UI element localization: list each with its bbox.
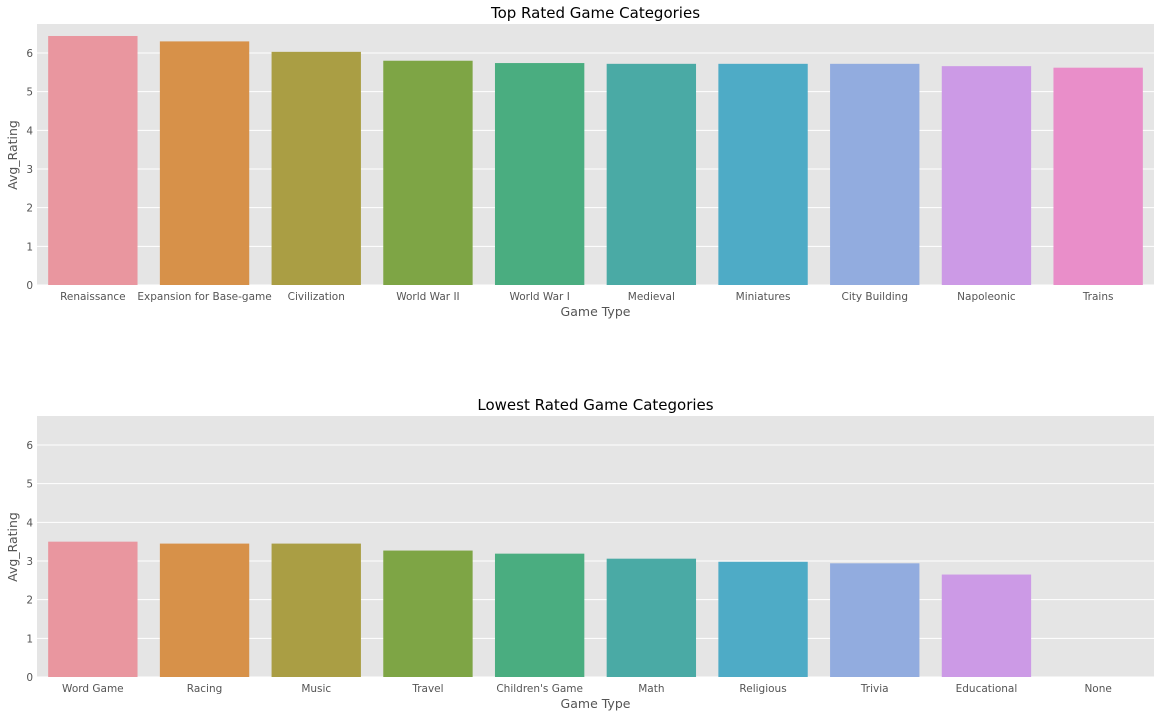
x-tick-label: Expansion for Base-game xyxy=(137,291,271,303)
x-tick-label: Math xyxy=(638,683,664,695)
x-ticks-top: Renaissance Expansion for Base-game Civili… xyxy=(60,291,1113,303)
bar-bottom xyxy=(941,574,1032,677)
y-tick-label: 3 xyxy=(26,164,33,176)
y-tick-label: 2 xyxy=(26,203,33,215)
bar-bottom xyxy=(271,543,361,677)
x-tick-label: Medieval xyxy=(628,291,675,303)
x-axis-label-bottom: Game Type xyxy=(561,696,631,711)
chart-top: 0 1 2 3 4 5 6 Renaissance Expansion for Base-ga… xyxy=(5,4,1154,319)
bar-top xyxy=(494,63,585,286)
y-tick-label: 2 xyxy=(26,595,33,607)
x-tick-label: Educational xyxy=(956,683,1018,695)
x-tick-label: Music xyxy=(301,683,331,695)
x-tick-label: Napoleonic xyxy=(957,291,1016,303)
x-tick-label: Children's Game xyxy=(496,683,583,695)
x-tick-label: Racing xyxy=(187,683,223,695)
bar-top xyxy=(1053,67,1143,286)
x-axis-label-top: Game Type xyxy=(561,304,631,319)
y-ticks-top: 0 1 2 3 4 5 6 xyxy=(26,48,33,292)
x-tick-label: None xyxy=(1084,683,1111,695)
bar-bottom xyxy=(718,561,808,677)
bar-top xyxy=(830,63,920,286)
y-tick-label: 6 xyxy=(26,48,33,60)
x-tick-label: Renaissance xyxy=(60,291,126,303)
x-tick-label: World War I xyxy=(509,291,569,303)
chart-title-top: Top Rated Game Categories xyxy=(490,4,700,22)
bars-bottom xyxy=(48,541,1032,677)
y-axis-label-top: Avg_Rating xyxy=(5,120,20,190)
bar-bottom xyxy=(48,541,138,677)
chart-bottom: 0 1 2 3 4 5 6 Word Game Racing Music Travel Childr… xyxy=(5,396,1154,711)
x-tick-label: Trains xyxy=(1082,291,1114,303)
bar-bottom xyxy=(159,543,250,677)
x-tick-label: World War II xyxy=(396,291,459,303)
x-tick-label: Word Game xyxy=(62,683,124,695)
bar-top xyxy=(383,60,473,285)
y-tick-label: 5 xyxy=(26,87,33,99)
y-tick-label: 1 xyxy=(26,633,33,645)
x-tick-label: Travel xyxy=(411,683,443,695)
bar-top xyxy=(941,66,1032,285)
x-tick-label: Trivia xyxy=(860,683,889,695)
bar-bottom xyxy=(606,558,697,677)
bar-top xyxy=(48,35,138,286)
x-tick-label: City Building xyxy=(841,291,908,303)
chart-title-bottom: Lowest Rated Game Categories xyxy=(477,396,713,414)
y-tick-label: 4 xyxy=(26,125,33,137)
bars-top xyxy=(48,35,1143,286)
bar-top xyxy=(606,63,697,286)
y-axis-label-bottom: Avg_Rating xyxy=(5,512,20,582)
y-tick-label: 1 xyxy=(26,241,33,253)
y-tick-label: 5 xyxy=(26,479,33,491)
y-tick-label: 3 xyxy=(26,556,33,568)
bar-bottom xyxy=(383,550,473,677)
x-ticks-bottom: Word Game Racing Music Travel Children's Gam… xyxy=(62,683,1112,695)
bar-top xyxy=(718,63,808,286)
bar-top xyxy=(159,41,250,286)
x-tick-label: Miniatures xyxy=(736,291,791,303)
x-tick-label: Religious xyxy=(739,683,786,695)
bar-bottom xyxy=(830,563,920,677)
y-tick-label: 0 xyxy=(26,280,33,292)
y-tick-label: 6 xyxy=(26,440,33,452)
y-tick-label: 0 xyxy=(26,672,33,684)
x-tick-label: Civilization xyxy=(288,291,345,303)
y-ticks-bottom: 0 1 2 3 4 5 6 xyxy=(26,440,33,684)
y-tick-label: 4 xyxy=(26,517,33,529)
bar-top xyxy=(271,51,361,286)
bar-bottom xyxy=(494,553,585,677)
